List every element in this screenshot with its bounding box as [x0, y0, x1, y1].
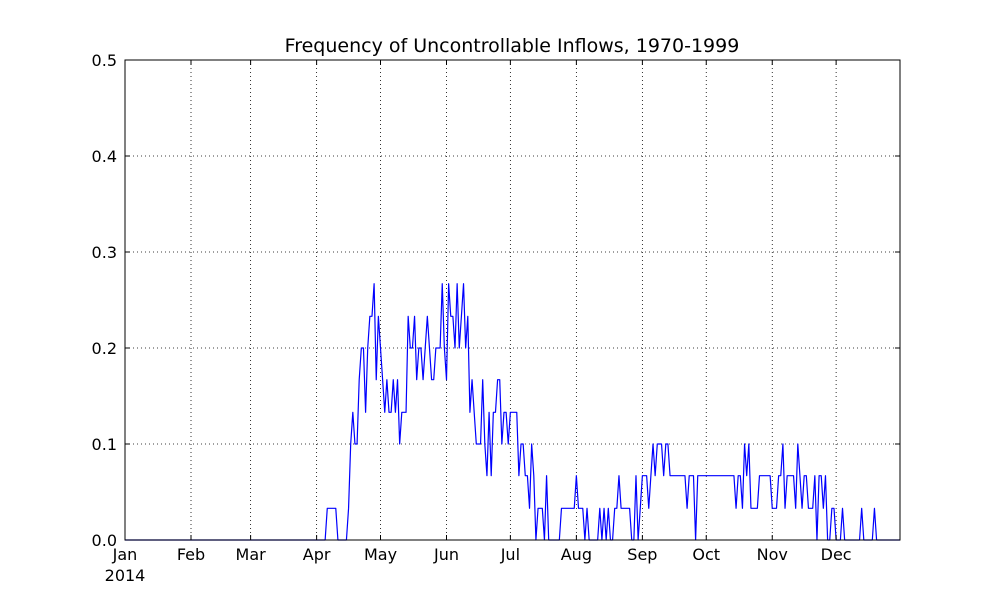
x-tick-label: Jan	[112, 545, 138, 564]
y-tick-label: 0.5	[92, 51, 117, 70]
x-tick-label: Mar	[236, 545, 267, 564]
x-tick-label: Sep	[627, 545, 657, 564]
x-tick-label: Feb	[177, 545, 205, 564]
series-line	[125, 283, 900, 541]
y-tick-label: 0.2	[92, 339, 117, 358]
grid	[125, 60, 900, 540]
x-tick-label: Apr	[303, 545, 331, 564]
plot-area	[125, 60, 900, 540]
y-tick-label: 0.3	[92, 243, 117, 262]
x-tick-label: May	[364, 545, 397, 564]
y-tick-label: 0.1	[92, 435, 117, 454]
x-tick-label: Aug	[561, 545, 592, 564]
chart-title: Frequency of Uncontrollable Inflows, 197…	[285, 35, 740, 57]
x-tick-labels: Jan Feb Mar Apr May Jun Jul Aug Sep Oct Nov Dec	[112, 545, 852, 564]
series-layer	[125, 283, 900, 541]
x-tick-label: Oct	[692, 545, 720, 564]
y-tick-label: 0.0	[92, 531, 117, 550]
x-tick-label: Nov	[757, 545, 788, 564]
ticks	[124, 59, 900, 541]
x-tick-label: Jun	[433, 545, 459, 564]
x-tick-label: Dec	[821, 545, 852, 564]
x-year-label: 2014	[105, 566, 146, 585]
x-tick-label: Jul	[500, 545, 520, 564]
plot-frame	[124, 59, 901, 541]
y-tick-label: 0.4	[92, 147, 117, 166]
y-tick-labels: 0.0 0.1 0.2 0.3 0.4 0.5	[92, 51, 117, 550]
